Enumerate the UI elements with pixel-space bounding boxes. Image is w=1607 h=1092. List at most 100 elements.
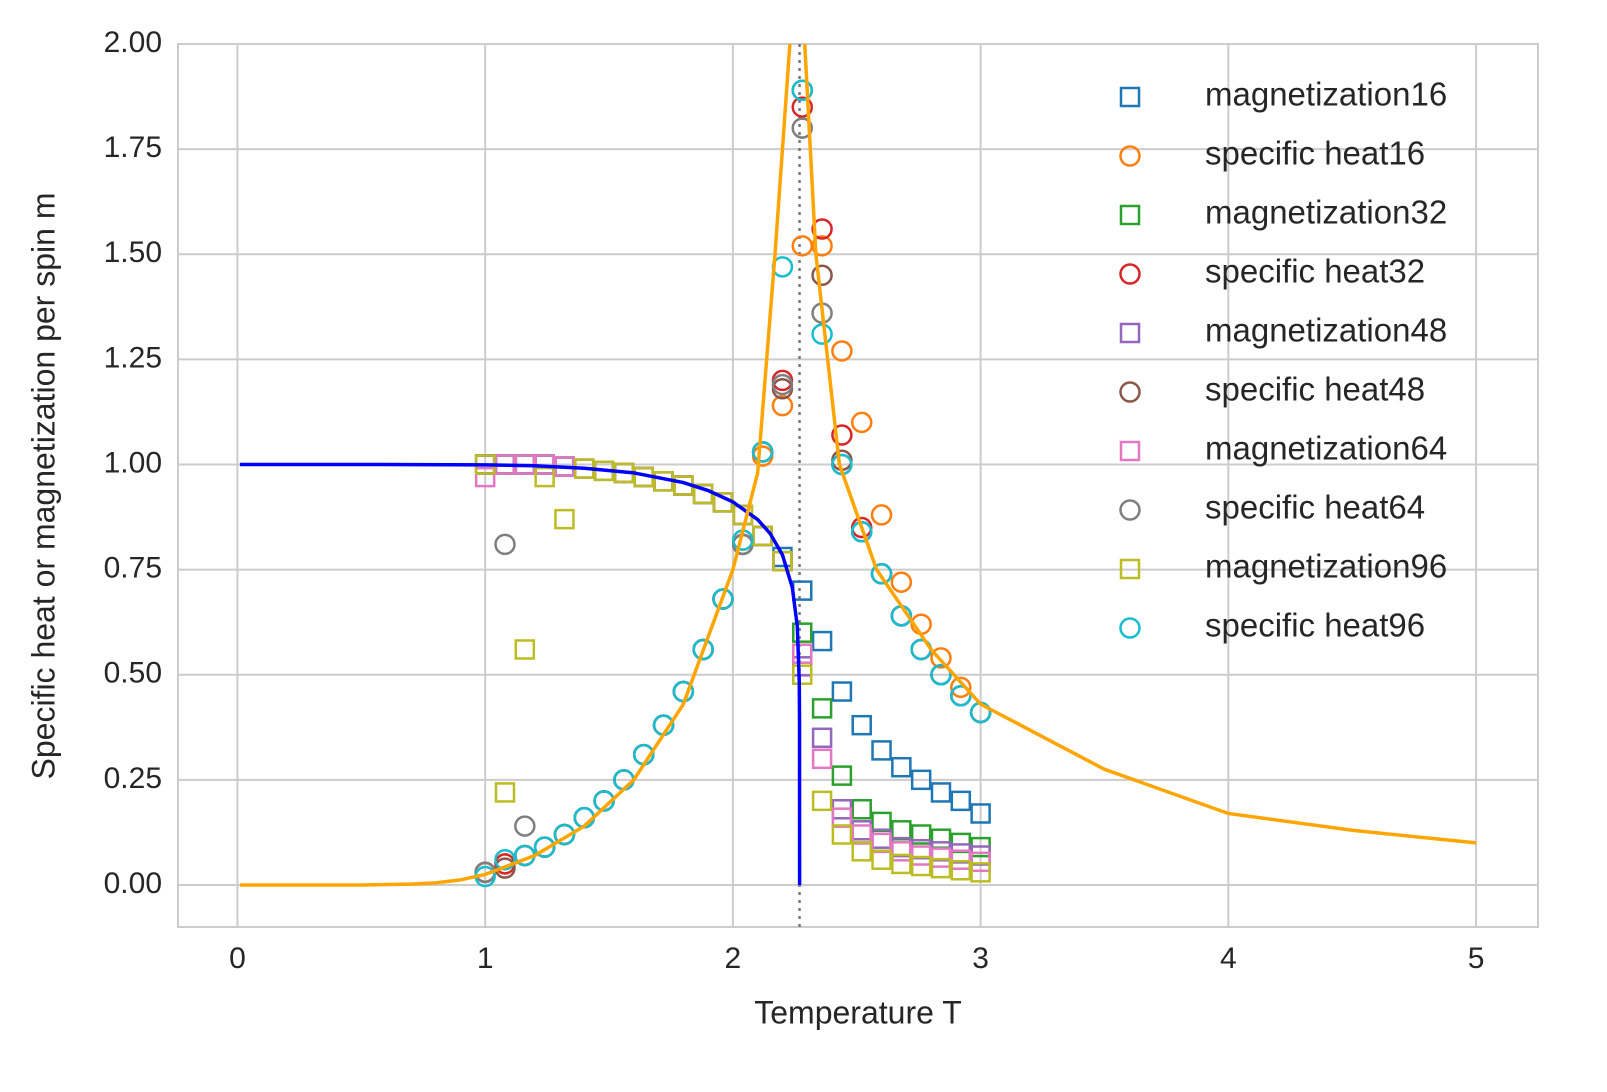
y-tick-label: 2.00	[104, 26, 162, 59]
marker-circle	[811, 218, 833, 240]
marker-circle	[494, 533, 516, 556]
marker-circle	[692, 638, 714, 661]
y-tick-label: 0.25	[104, 762, 162, 795]
marker-circle	[494, 857, 516, 879]
marker-square	[811, 727, 833, 749]
marker-square	[930, 857, 952, 879]
y-tick-label: 1.75	[104, 131, 162, 164]
x-tick-label: 2	[725, 942, 742, 975]
marker-circle	[533, 836, 556, 858]
plot-frame	[177, 43, 1539, 928]
marker-square	[534, 466, 555, 488]
marker-circle	[831, 340, 853, 362]
y-axis-label: Specific heat or magnetization per spin …	[25, 193, 61, 780]
legend-label: magnetization64	[1205, 430, 1447, 467]
marker-circle	[791, 117, 814, 139]
marker-square	[554, 508, 575, 530]
plot-area	[239, 44, 1477, 927]
marker-circle	[890, 571, 913, 593]
marker-square	[891, 756, 912, 778]
marker-square	[514, 639, 536, 660]
x-tick-label: 4	[1220, 942, 1237, 975]
x-tick-label: 1	[477, 942, 494, 975]
marker-circle	[811, 235, 833, 257]
marker-circle	[514, 815, 536, 837]
legend-label: specific heat16	[1205, 135, 1425, 172]
marker-square	[1119, 558, 1141, 580]
marker-circle	[1119, 617, 1141, 639]
marker-square	[891, 853, 912, 875]
marker-square	[871, 740, 892, 761]
marker-square	[1119, 322, 1141, 344]
legend-label: magnetization32	[1205, 194, 1447, 231]
legend: magnetization16 specific heat16 magnetizat…	[1119, 76, 1447, 644]
marker-square	[831, 765, 853, 786]
marker-circle	[771, 373, 794, 396]
marker-circle	[1119, 263, 1141, 285]
grid: 0 1 2 3 4 5 0.00 0.25 0.50 0.75 1.00 1.25 1.50 1.75 2.…	[104, 26, 1538, 975]
marker-circle	[950, 676, 972, 699]
curve	[239, 462, 802, 885]
marker-circle	[930, 647, 952, 669]
marker-circle	[791, 79, 814, 102]
marker-circle	[850, 521, 873, 543]
curve	[239, 44, 1477, 887]
legend-label: magnetization96	[1205, 548, 1447, 585]
marker-square	[851, 799, 872, 820]
marker-circle	[1119, 145, 1141, 167]
marker-square	[851, 714, 872, 736]
marker-square	[891, 841, 912, 862]
marker-square	[970, 803, 991, 824]
marker-square	[910, 845, 932, 866]
marker-square	[831, 681, 853, 702]
marker-square	[1119, 86, 1141, 108]
marker-square	[811, 630, 833, 652]
marker-square	[970, 851, 991, 873]
marker-square	[910, 769, 932, 791]
marker-circle	[494, 848, 516, 871]
marker-square	[792, 643, 813, 664]
marker-square	[1119, 440, 1141, 462]
marker-square	[950, 849, 972, 870]
marker-circle	[850, 411, 873, 434]
marker-circle	[712, 588, 734, 610]
y-tick-label: 1.00	[104, 446, 162, 479]
marker-square	[792, 664, 813, 685]
y-tick-label: 0.75	[104, 552, 162, 585]
marker-circle	[811, 264, 833, 287]
marker-square	[970, 862, 991, 883]
marker-circle	[1119, 381, 1141, 403]
x-tick-label: 0	[229, 942, 246, 975]
legend-label: specific heat32	[1205, 253, 1425, 290]
y-tick-label: 0.00	[104, 867, 162, 900]
x-tick-label: 5	[1468, 942, 1485, 975]
marker-circle	[1119, 499, 1141, 521]
y-tick-label: 0.50	[104, 657, 162, 690]
y-tick-label: 1.50	[104, 236, 162, 269]
marker-circle	[771, 394, 794, 417]
marker-square	[910, 855, 932, 877]
marker-square	[871, 849, 892, 870]
y-tick-label: 1.25	[104, 341, 162, 374]
marker-circle	[751, 441, 774, 463]
legend-label: specific heat64	[1205, 489, 1425, 526]
marker-circle	[870, 504, 893, 526]
marker-square	[930, 847, 952, 868]
marker-square	[811, 698, 833, 719]
marker-square	[792, 622, 813, 643]
marker-circle	[791, 96, 814, 118]
marker-square	[851, 841, 872, 862]
marker-square	[811, 790, 833, 812]
marker-circle	[553, 823, 576, 846]
marker-circle	[870, 563, 893, 585]
marker-square	[831, 824, 853, 845]
labels: Temperature T Specific heat or magnetiza…	[25, 193, 961, 1031]
marker-square	[494, 782, 516, 803]
x-tick-label: 3	[972, 942, 989, 975]
marker-circle	[930, 663, 952, 686]
legend-label: magnetization48	[1205, 312, 1447, 349]
marker-square	[474, 466, 496, 488]
marker-square	[811, 748, 833, 770]
legend-label: specific heat48	[1205, 371, 1425, 408]
